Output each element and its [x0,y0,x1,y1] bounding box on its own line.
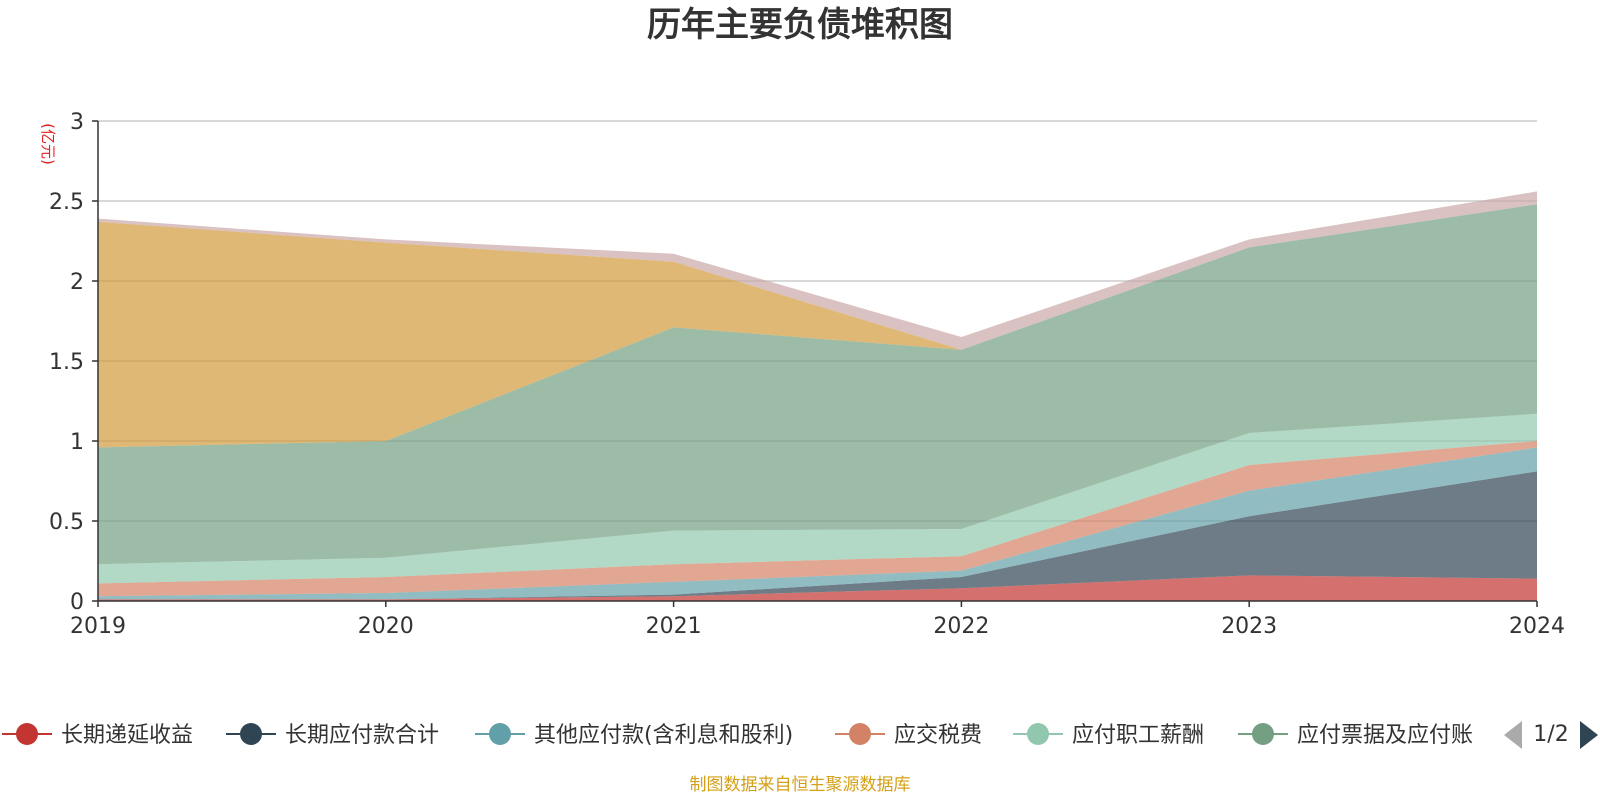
legend-item[interactable]: 长期应付款合计 [226,723,439,748]
x-tick-label: 2022 [933,614,989,639]
legend-marker [849,723,871,745]
legend-label: 长期递延收益 [61,723,193,748]
legend-label: 应交税费 [894,723,982,748]
x-tick-label: 2020 [358,614,414,639]
legend-label: 其他应付款(含利息和股利) [534,723,793,748]
area-series-7[interactable] [98,204,1537,448]
legend-pager: 1/2 [1504,721,1598,749]
legend-marker [1027,723,1049,745]
data-source-note: 制图数据来自恒生聚源数据库 [690,775,911,795]
y-tick-label: 1 [70,430,84,455]
legend-label: 应付职工薪酬 [1072,723,1204,748]
area-series-group [98,191,1537,601]
legend-item[interactable]: 应付职工薪酬 [1013,723,1204,748]
y-tick-label: 2.5 [49,190,84,215]
legend-marker [240,723,262,745]
legend-page-indicator: 1/2 [1533,722,1568,747]
legend: 长期递延收益 长期应付款合计 其他应付款(含利息和股利) 应交税费 应付职工薪酬 应付票据… [2,723,1473,748]
legend-label: 应付票据及应付账 [1297,723,1473,748]
legend-marker [489,723,511,745]
area-series-2[interactable] [98,471,1537,600]
area-series-1[interactable] [98,575,1537,601]
legend-next-icon[interactable] [1580,721,1598,749]
x-tick-label: 2019 [70,614,126,639]
y-tick-label: 0.5 [49,510,84,535]
legend-marker [1252,723,1274,745]
area-series-5[interactable] [98,413,1537,584]
y-tick-label: 2 [70,270,84,295]
y-tick-label: 0 [70,590,84,615]
legend-item[interactable]: 长期递延收益 [2,723,193,748]
legend-marker [16,723,38,745]
x-tick-label: 2023 [1221,614,1277,639]
legend-label: 长期应付款合计 [285,723,439,748]
legend-item[interactable]: 应付票据及应付账 [1238,723,1473,748]
legend-item[interactable]: 其他应付款(含利息和股利) [475,723,793,748]
legend-prev-icon[interactable] [1504,721,1522,749]
x-tick-label: 2024 [1509,614,1565,639]
area-series-6[interactable] [98,204,1537,565]
area-series-4[interactable] [98,441,1537,597]
axes: 0 0.5 1 1.5 2 2.5 3 2019 2020 2021 2022 2023 2024 [49,110,1565,639]
y-axis-unit: (亿元) [39,123,57,165]
x-tick-label: 2021 [646,614,702,639]
y-tick-label: 3 [70,110,84,135]
y-tick-label: 1.5 [49,350,84,375]
legend-item[interactable]: 应交税费 [835,723,982,748]
chart-title: 历年主要负债堆积图 [647,5,953,45]
